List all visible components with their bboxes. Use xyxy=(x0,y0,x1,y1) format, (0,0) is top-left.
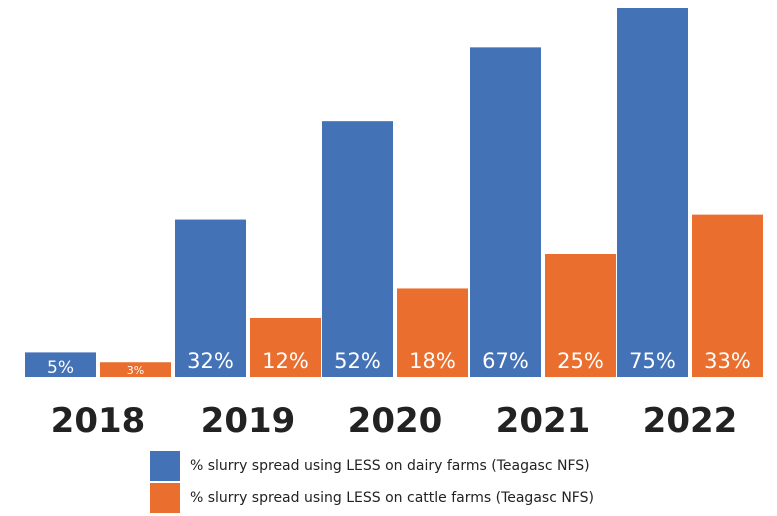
data-label-cattle-2019: 12% xyxy=(262,349,309,373)
bar-cattle-2020 xyxy=(397,288,468,377)
legend-label-dairy: % slurry spread using LESS on dairy farm… xyxy=(190,458,590,474)
data-label-dairy-2018: 5% xyxy=(47,358,74,378)
legend-item-dairy: % slurry spread using LESS on dairy farm… xyxy=(150,451,590,481)
bar-cattle-2021 xyxy=(545,254,616,377)
bar-dairy-2022 xyxy=(617,8,688,377)
bar-cattle-2018 xyxy=(100,362,171,377)
legend-swatch-dairy xyxy=(150,451,180,481)
data-label-cattle-2020: 18% xyxy=(409,349,456,373)
legend-label-cattle: % slurry spread using LESS on cattle far… xyxy=(190,490,594,506)
category-label-2022: 2022 xyxy=(643,401,738,441)
category-label-2018: 2018 xyxy=(51,401,146,441)
data-label-cattle-2021: 25% xyxy=(557,349,604,373)
bar-cattle-2019 xyxy=(250,317,321,377)
data-label-cattle-2018: 3% xyxy=(127,364,144,377)
data-label-dairy-2019: 32% xyxy=(187,349,234,373)
bar-dairy-2018 xyxy=(25,352,96,377)
bar-dairy-2019 xyxy=(175,219,246,377)
data-label-dairy-2022: 75% xyxy=(629,349,676,373)
data-label-dairy-2021: 67% xyxy=(482,349,529,373)
data-label-dairy-2020: 52% xyxy=(334,349,381,373)
legend-item-cattle: % slurry spread using LESS on cattle far… xyxy=(150,483,594,513)
category-label-2021: 2021 xyxy=(496,401,591,441)
bar-dairy-2021 xyxy=(470,47,541,378)
bar-cattle-2022 xyxy=(692,214,763,377)
legend-swatch-cattle xyxy=(150,483,180,513)
data-label-cattle-2022: 33% xyxy=(704,349,751,373)
bar-dairy-2020 xyxy=(322,121,393,377)
category-label-2020: 2020 xyxy=(348,401,443,441)
category-label-2019: 2019 xyxy=(201,401,296,441)
